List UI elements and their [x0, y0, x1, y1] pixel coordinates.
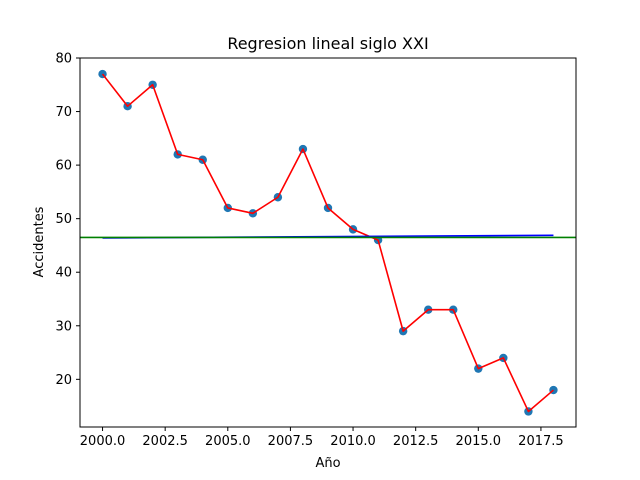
x-tick-label: 2012.5: [393, 434, 439, 449]
x-axis: 2000.0 2002.5 2005.0 2007.5 2010.0 2012.5 2015…: [80, 427, 564, 449]
x-axis-label: Año: [315, 456, 340, 471]
y-tick-label: 70: [55, 105, 72, 120]
x-tick-label: 2002.5: [142, 434, 188, 449]
plot-area: [80, 69, 576, 416]
y-tick-label: 80: [55, 52, 72, 67]
x-tick-label: 2005.0: [205, 434, 251, 449]
y-axis: 20 30 40 50 60 70 80: [55, 52, 80, 388]
x-tick-label: 2015.0: [456, 434, 502, 449]
y-tick-label: 50: [55, 212, 72, 227]
data-line: [101, 73, 554, 413]
y-axis-label: Accidentes: [32, 206, 47, 277]
axes-frame: [79, 57, 577, 428]
x-tick-label: 2000.0: [80, 434, 126, 449]
y-tick-label: 40: [55, 266, 72, 281]
y-tick-label: 30: [55, 319, 72, 334]
y-tick-label: 60: [55, 159, 72, 174]
x-tick-label: 2007.5: [268, 434, 314, 449]
y-tick-label: 20: [55, 373, 72, 388]
x-tick-label: 2017.5: [518, 434, 564, 449]
chart-title: Regresion lineal siglo XXI: [227, 34, 428, 53]
x-tick-label: 2010.0: [330, 434, 376, 449]
